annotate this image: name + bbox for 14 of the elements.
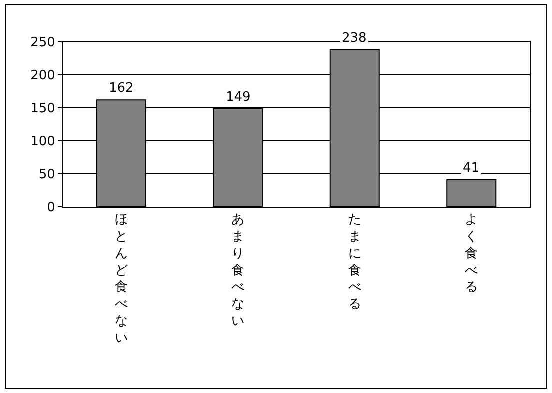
y-tick-label: 100 — [30, 134, 56, 150]
data-label: 238 — [342, 31, 367, 46]
x-tick-label: あまり食べない — [232, 212, 245, 329]
x-tick-label: ほとんど食べない — [114, 212, 128, 346]
data-label: 149 — [226, 90, 251, 105]
y-tick-label: 200 — [30, 68, 56, 84]
y-tick-label: 50 — [38, 168, 56, 183]
y-tick-label: 150 — [30, 102, 56, 117]
y-tick-label: 0 — [47, 200, 56, 216]
data-label: 41 — [463, 161, 480, 176]
x-tick-label: よく食べる — [465, 212, 478, 296]
x-tick-label: たまに食べる — [348, 212, 362, 312]
data-label: 162 — [109, 81, 134, 96]
y-tick-label: 250 — [30, 36, 56, 51]
